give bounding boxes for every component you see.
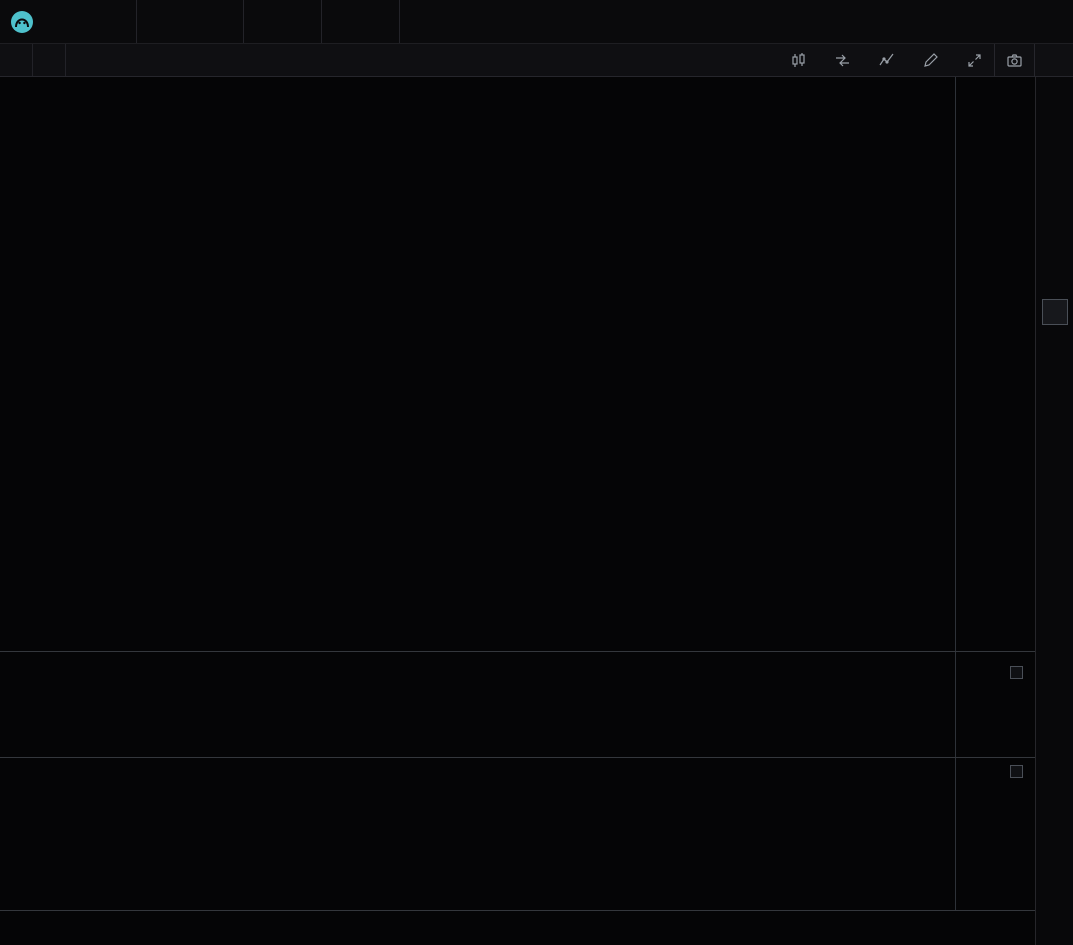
compare-icon bbox=[836, 54, 849, 66]
pointer-icon[interactable] bbox=[1041, 299, 1068, 325]
ellipse-icon[interactable] bbox=[1042, 361, 1068, 387]
volume-panel-close-button[interactable] bbox=[1010, 666, 1023, 679]
add-icon[interactable] bbox=[1042, 82, 1068, 108]
forecast-icon[interactable] bbox=[1042, 330, 1068, 356]
indicators-icon bbox=[879, 53, 894, 65]
fullscreen-icon bbox=[968, 53, 981, 67]
ticker-btc[interactable] bbox=[136, 0, 243, 43]
price-chart[interactable] bbox=[0, 77, 955, 910]
compare-dropdown[interactable] bbox=[823, 44, 867, 76]
fullscreen-button[interactable] bbox=[955, 44, 994, 76]
divider bbox=[65, 44, 66, 76]
volume-panel-separator[interactable] bbox=[0, 651, 1035, 652]
candlestick-icon bbox=[792, 52, 805, 67]
kraken-logo[interactable] bbox=[0, 0, 136, 43]
time-axis[interactable] bbox=[0, 910, 1035, 945]
favorite-button[interactable] bbox=[66, 44, 92, 76]
price-axis[interactable] bbox=[955, 77, 1035, 910]
arrow-se-icon[interactable] bbox=[1042, 206, 1068, 232]
ticker-zec[interactable] bbox=[321, 0, 400, 43]
ticker-eth[interactable] bbox=[243, 0, 321, 43]
chart-style-dropdown[interactable] bbox=[779, 44, 823, 76]
symbol-selector[interactable] bbox=[0, 44, 32, 76]
header bbox=[0, 0, 1073, 44]
indicators-dropdown[interactable] bbox=[867, 44, 911, 76]
macd-panel-close-button[interactable] bbox=[1010, 765, 1023, 778]
parallel-channel-icon[interactable] bbox=[1042, 268, 1068, 294]
horizontal-line-icon[interactable] bbox=[1042, 237, 1068, 263]
chart-toolbar bbox=[0, 44, 1073, 77]
divider bbox=[32, 44, 33, 76]
screenshot-button[interactable] bbox=[994, 44, 1035, 76]
draw-tools-dropdown[interactable] bbox=[911, 44, 955, 76]
kraken-logo-icon bbox=[11, 10, 33, 33]
toolbar-left-group bbox=[0, 44, 92, 76]
rectangle-icon[interactable] bbox=[1042, 392, 1068, 418]
curve-tool-icon[interactable] bbox=[1042, 175, 1068, 201]
interval-selector[interactable] bbox=[33, 44, 65, 76]
camera-icon bbox=[1007, 53, 1022, 67]
drawing-toolbar bbox=[1035, 77, 1073, 945]
toolbar-right-group bbox=[779, 44, 1035, 76]
trendline-icon[interactable] bbox=[1042, 113, 1068, 139]
arrow-ne-icon[interactable] bbox=[1042, 144, 1068, 170]
time-axis-separator bbox=[0, 910, 1035, 911]
macd-panel-separator[interactable] bbox=[0, 757, 1035, 758]
pencil-icon bbox=[924, 52, 938, 67]
